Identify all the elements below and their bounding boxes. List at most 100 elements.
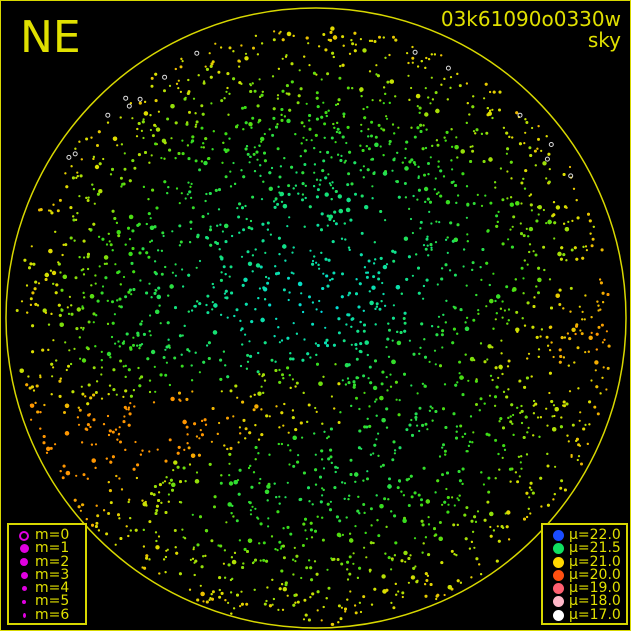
bright-star (162, 74, 168, 80)
star (337, 331, 341, 335)
star (274, 548, 277, 551)
star (324, 257, 328, 261)
star (209, 597, 212, 600)
star (107, 512, 111, 515)
star (348, 150, 352, 154)
star (542, 245, 546, 249)
star (407, 255, 411, 259)
star (254, 404, 259, 409)
star (555, 205, 561, 210)
star (223, 97, 226, 100)
star (288, 374, 291, 377)
star (307, 486, 310, 490)
star (265, 414, 269, 418)
star (236, 479, 240, 482)
star (19, 368, 24, 373)
star (434, 177, 437, 180)
star (136, 331, 140, 335)
bright-star (445, 65, 451, 71)
star (401, 591, 405, 595)
star (308, 119, 311, 122)
star (103, 509, 106, 512)
star (226, 72, 230, 76)
star (174, 274, 177, 277)
mu-color-swatch-icon (551, 582, 565, 595)
star (380, 382, 384, 386)
star (330, 136, 334, 140)
star (408, 339, 411, 342)
star (555, 293, 560, 298)
star (458, 479, 462, 483)
star (360, 123, 363, 126)
star (286, 366, 290, 370)
star (331, 622, 335, 626)
star (107, 232, 110, 235)
star (328, 216, 332, 219)
star (601, 291, 605, 295)
star (76, 416, 79, 419)
star (516, 330, 519, 333)
star (132, 336, 135, 339)
star (324, 176, 328, 180)
star (230, 612, 233, 615)
star (90, 136, 93, 139)
star (338, 131, 342, 135)
star (525, 491, 529, 495)
star (344, 159, 347, 162)
star (374, 258, 377, 261)
star (237, 59, 241, 63)
star (526, 357, 529, 360)
star (142, 332, 146, 336)
star (341, 135, 345, 139)
star (304, 613, 308, 617)
star (228, 474, 231, 477)
star (411, 61, 414, 64)
star (459, 375, 464, 380)
star (195, 266, 198, 269)
star (231, 559, 237, 565)
star (246, 250, 250, 254)
star (354, 604, 357, 607)
star (326, 568, 329, 571)
star (190, 196, 193, 199)
star (362, 165, 365, 168)
star (457, 499, 460, 502)
star (179, 90, 182, 93)
star (454, 145, 459, 150)
star (135, 476, 138, 480)
mu-label: μ=22.0 (569, 527, 621, 543)
star (306, 352, 310, 356)
star (194, 112, 197, 115)
star (92, 312, 96, 316)
star (200, 146, 203, 149)
star (196, 543, 200, 547)
star (134, 440, 137, 444)
star (434, 363, 437, 366)
star (239, 329, 243, 332)
star (438, 221, 441, 224)
star (86, 423, 90, 427)
star (76, 175, 79, 178)
star (137, 153, 141, 157)
star (489, 201, 493, 205)
star (156, 294, 161, 300)
star (512, 433, 515, 436)
star (100, 350, 103, 353)
star (198, 302, 202, 306)
star (127, 290, 131, 294)
star (277, 67, 280, 70)
mu-legend: μ=22.0 μ=21.5 μ=21.0 μ=20.0 μ=19.0 μ=18.0 μ=17… (541, 523, 628, 625)
star (472, 130, 476, 133)
star (179, 240, 183, 244)
magnitude-legend-item: m=2 (9, 554, 85, 569)
star (571, 327, 576, 332)
star (485, 131, 489, 135)
star (546, 424, 549, 427)
star (308, 500, 311, 503)
star (375, 305, 378, 308)
star (413, 135, 417, 139)
star (402, 494, 405, 497)
star (514, 471, 518, 474)
star (590, 331, 593, 334)
star (29, 303, 32, 306)
